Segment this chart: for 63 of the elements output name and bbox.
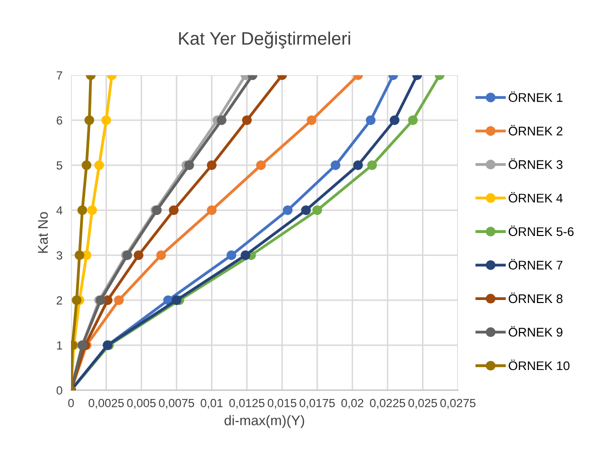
point — [84, 115, 94, 126]
x-tick-label: 0,0225 — [370, 398, 406, 409]
point — [367, 160, 377, 170]
legend-label: ÖRNEK 9 — [508, 326, 562, 337]
y-tick-label: 2 — [56, 296, 62, 304]
legend-label: ÖRNEK 2 — [508, 124, 562, 136]
point — [242, 115, 252, 126]
x-tick-label: 0,0025 — [88, 398, 124, 409]
point — [87, 205, 98, 216]
point — [114, 295, 124, 306]
x-tick-label: 0,0175 — [300, 398, 335, 409]
y-tick-label: 5 — [56, 161, 62, 170]
point — [306, 115, 316, 126]
y-tick-label: 0 — [56, 386, 62, 395]
legend-label: ÖRNEK 10 — [508, 360, 570, 370]
point — [256, 160, 266, 170]
x-tick-label: 0,005 — [127, 398, 156, 409]
legend-label: ÖRNEK 5-6 — [508, 225, 574, 236]
chart-title: Kat Yer Değiştirmeleri — [179, 31, 350, 48]
point — [240, 250, 250, 260]
point — [301, 205, 311, 216]
point — [408, 115, 418, 126]
point — [101, 115, 112, 126]
point — [156, 250, 166, 260]
x-axis-title: di-max(m)(Y) — [224, 415, 304, 428]
point — [72, 295, 82, 306]
point — [82, 160, 92, 170]
point — [312, 205, 322, 216]
point — [226, 250, 236, 260]
point — [390, 115, 400, 126]
point — [206, 205, 217, 216]
x-tick-label: 0,01 — [200, 398, 223, 409]
point — [366, 115, 376, 126]
y-tick-label: 3 — [56, 251, 62, 260]
y-tick-label: 1 — [57, 341, 62, 350]
point — [134, 250, 144, 260]
point — [216, 115, 226, 126]
point — [282, 205, 293, 216]
point — [168, 205, 179, 216]
y-axis-title: Kat No — [38, 212, 48, 253]
x-tick-label: 0,025 — [408, 398, 438, 409]
x-tick-label: 0,0275 — [440, 398, 476, 409]
y-tick-label: 4 — [56, 206, 62, 214]
point — [94, 160, 104, 170]
point — [184, 160, 194, 170]
point — [172, 295, 182, 306]
point — [353, 160, 363, 170]
y-tick-label: 7 — [56, 71, 62, 80]
x-tick-label: 0 — [68, 398, 74, 408]
y-tick-label: 6 — [56, 116, 62, 125]
x-tick-label: 0,02 — [341, 398, 364, 409]
x-tick-label: 0,015 — [268, 398, 296, 409]
point — [77, 205, 88, 216]
legend-label: ÖRNEK 3 — [508, 158, 562, 170]
legend-label: ÖRNEK 8 — [508, 292, 562, 304]
legend-label: ÖRNEK 4 — [508, 192, 563, 203]
x-tick-label: 0,0125 — [229, 398, 264, 409]
x-tick-label: 0,0075 — [158, 398, 194, 409]
legend-label: ÖRNEK 1 — [508, 91, 562, 102]
legend-label: ÖRNEK 7 — [508, 259, 562, 270]
point — [330, 160, 340, 170]
point — [206, 160, 217, 170]
point — [74, 250, 84, 260]
